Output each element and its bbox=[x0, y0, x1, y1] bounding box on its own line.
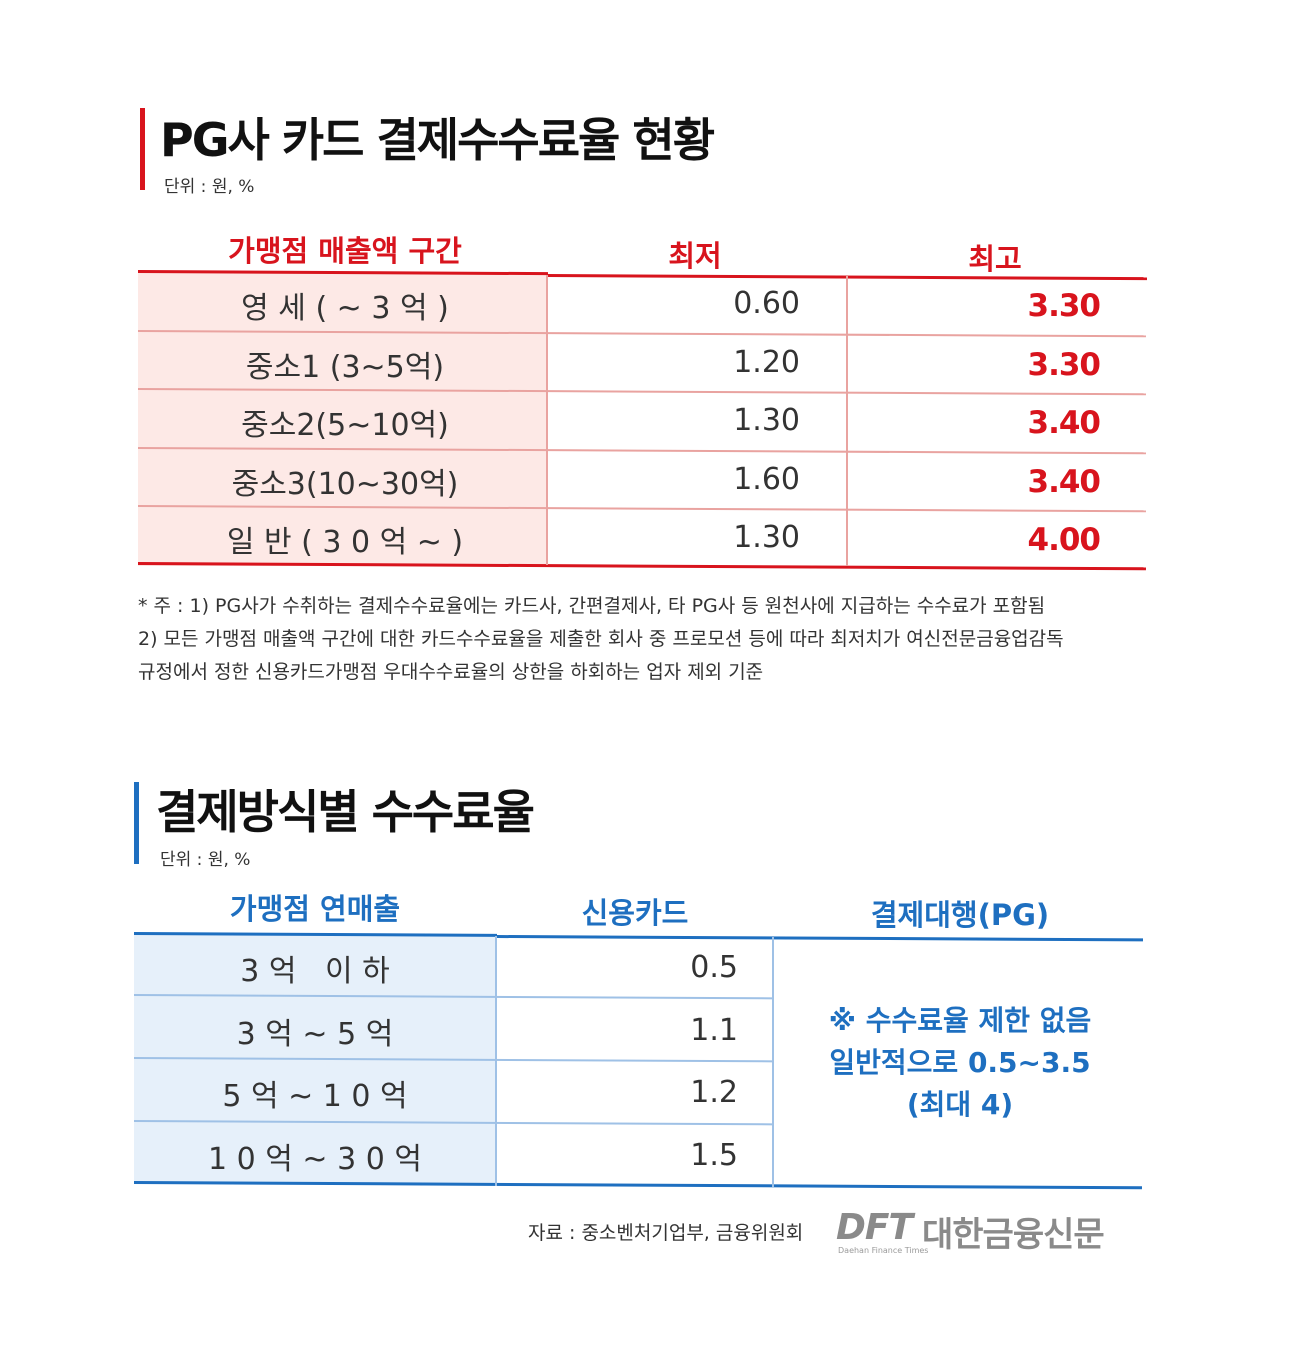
table1-segment-cell: 일 반 ( 3 0 억 ~ ) bbox=[226, 525, 464, 560]
table1-bottom-border bbox=[137, 562, 1146, 571]
section1-unit: 단위 : 원, % bbox=[164, 177, 255, 197]
header-annual-sales: 가맹점 연매출 bbox=[229, 892, 401, 926]
pg-note-line: (최대 4) bbox=[906, 1088, 1014, 1121]
header-min: 최저 bbox=[668, 239, 722, 273]
logo-subtitle: Daehan Finance Times bbox=[838, 1246, 929, 1255]
table1-min-cell: 1.20 bbox=[733, 345, 800, 380]
table2-col-divider bbox=[495, 936, 497, 1186]
table2-top-border bbox=[496, 935, 1143, 942]
table1-col-divider bbox=[846, 276, 848, 566]
header-max: 최고 bbox=[968, 242, 1022, 276]
section1-title: PG사 카드 결제수수료율 현황 bbox=[160, 113, 715, 167]
table2-bottom-border bbox=[133, 1181, 1142, 1190]
table2-segment-cell: 1 0 억 ~ 3 0 억 bbox=[208, 1142, 422, 1177]
table1-segment-cell: 중소2(5~10억) bbox=[241, 408, 449, 443]
pg-note-line: 일반적으로 0.5~3.5 bbox=[829, 1046, 1091, 1079]
table1-segment-cell: 중소3(10~30억) bbox=[231, 467, 459, 502]
pg-note: ※ 수수료율 제한 없음 일반적으로 0.5~3.5 (최대 4) bbox=[790, 1000, 1130, 1126]
table1-min-cell: 0.60 bbox=[733, 286, 800, 321]
section2-unit: 단위 : 원, % bbox=[160, 850, 251, 870]
table1-max-cell: 3.40 bbox=[1027, 464, 1102, 500]
table1-max-cell: 3.30 bbox=[1027, 288, 1102, 324]
header-pg: 결제대행(PG) bbox=[870, 898, 1050, 932]
table1-min-cell: 1.60 bbox=[733, 462, 800, 497]
table2-credit-cell: 0.5 bbox=[690, 950, 738, 985]
table1-max-cell: 3.40 bbox=[1027, 405, 1102, 441]
table1-min-cell: 1.30 bbox=[733, 520, 800, 555]
table2-segment-cell: 3 억 ~ 5 억 bbox=[236, 1017, 394, 1052]
table1-col-divider bbox=[546, 275, 548, 565]
table2-col-divider bbox=[772, 937, 774, 1187]
section2-title: 결제방식별 수수료율 bbox=[156, 785, 535, 839]
logo-name: 대한금융신문 bbox=[922, 1215, 1105, 1255]
logo-mark: DFT bbox=[836, 1207, 913, 1248]
footnote-line: 2) 모든 가맹점 매출액 구간에 대한 카드수수료율을 제출한 회사 중 프로… bbox=[138, 628, 1064, 650]
table2-credit-cell: 1.5 bbox=[690, 1138, 738, 1173]
table2-segment-cell: 5 억 ~ 1 0 억 bbox=[222, 1079, 408, 1114]
header-segment: 가맹점 매출액 구간 bbox=[228, 234, 462, 268]
table1-segment-cell: 영 세 ( ~ 3 억 ) bbox=[241, 291, 449, 326]
segment-column-fill bbox=[138, 272, 547, 566]
pg-note-line: ※ 수수료율 제한 없음 bbox=[828, 1004, 1092, 1037]
footnote-line: * 주 : 1) PG사가 수취하는 결제수수료율에는 카드사, 간편결제사, … bbox=[138, 595, 1046, 617]
footnote-line: 규정에서 정한 신용카드가맹점 우대수수료율의 상한을 하회하는 업자 제외 기… bbox=[138, 661, 764, 683]
table2-credit-cell: 1.1 bbox=[690, 1013, 738, 1048]
title-accent-bar-blue bbox=[134, 782, 139, 864]
table2-segment-cell: 3 억 이 하 bbox=[240, 954, 390, 989]
table1-max-cell: 3.30 bbox=[1027, 347, 1102, 383]
table2-credit-cell: 1.2 bbox=[690, 1075, 738, 1110]
table1-segment-cell: 중소1 (3~5억) bbox=[245, 350, 445, 385]
table1-min-cell: 1.30 bbox=[733, 403, 800, 438]
source-caption: 자료 : 중소벤처기업부, 금융위원회 bbox=[528, 1222, 804, 1244]
header-credit-card: 신용카드 bbox=[581, 896, 689, 930]
table1-max-cell: 4.00 bbox=[1027, 522, 1102, 558]
title-accent-bar-red bbox=[140, 108, 145, 190]
